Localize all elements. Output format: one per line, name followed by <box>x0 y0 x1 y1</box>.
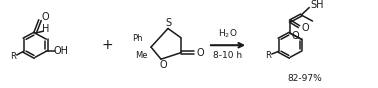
Text: 8-10 h: 8-10 h <box>214 51 243 60</box>
Text: O: O <box>196 48 204 58</box>
Text: Ph: Ph <box>132 34 142 43</box>
Text: Me: Me <box>135 51 147 60</box>
Text: OH: OH <box>54 46 69 56</box>
Text: O: O <box>41 12 49 22</box>
Text: +: + <box>101 38 113 52</box>
Text: H$_2$O: H$_2$O <box>218 28 238 40</box>
Text: O: O <box>291 31 299 41</box>
Text: O: O <box>159 60 167 70</box>
Text: SH: SH <box>310 0 324 10</box>
Text: S: S <box>165 18 171 28</box>
Text: H: H <box>42 24 50 34</box>
Text: R: R <box>10 52 15 61</box>
Text: 82-97%: 82-97% <box>288 74 322 83</box>
Text: R: R <box>265 51 271 60</box>
Text: O: O <box>301 23 309 33</box>
